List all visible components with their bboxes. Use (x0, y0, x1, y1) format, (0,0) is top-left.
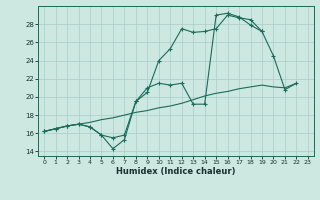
X-axis label: Humidex (Indice chaleur): Humidex (Indice chaleur) (116, 167, 236, 176)
